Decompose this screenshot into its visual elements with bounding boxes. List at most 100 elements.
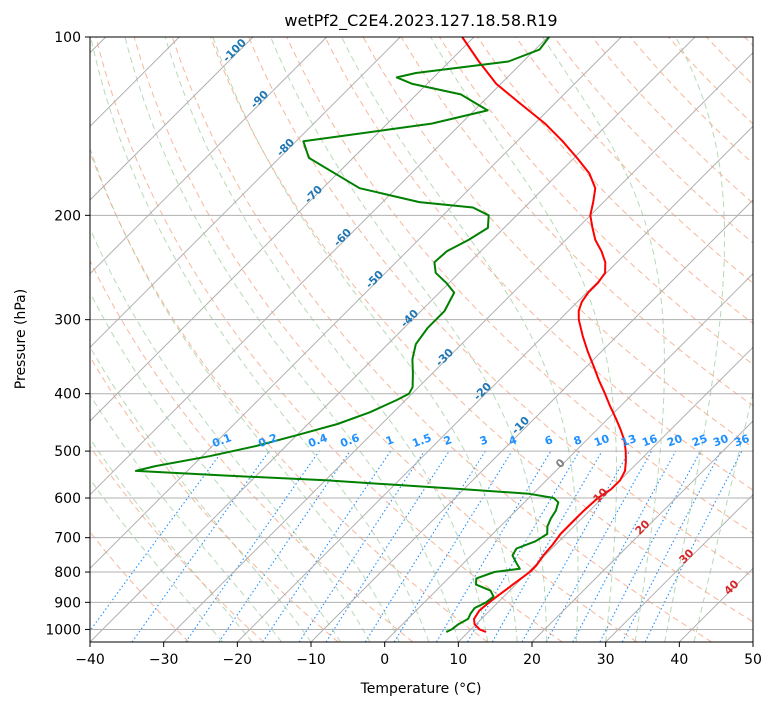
isotherm-line: [236, 125, 753, 642]
mixing-ratio-line: [218, 450, 351, 642]
isotherm-line: [90, 37, 328, 275]
isobar-gridlines: [90, 37, 753, 630]
x-tick-label: 30: [597, 652, 615, 668]
mixing-ratio-line: [90, 450, 223, 632]
y-tick-label: 200: [54, 208, 81, 224]
plot-area: -100-90-80-70-60-50-40-30-20-10010203040…: [90, 37, 753, 642]
dewpoint-line: [134, 37, 560, 633]
isotherm-lines: [90, 37, 753, 642]
moist-adiabat-line: [124, 37, 459, 642]
x-tick-label: −30: [149, 652, 179, 668]
dry-adiabat-line: [324, 37, 753, 491]
mixing-ratio-line: [572, 450, 677, 642]
y-tick-label: 900: [54, 595, 81, 611]
x-tick-label: 40: [670, 652, 688, 668]
y-tick-label: 700: [54, 531, 81, 547]
mixing-ratio-line: [435, 450, 552, 642]
x-tick-label: 10: [449, 652, 467, 668]
y-axis-label: Pressure (hPa): [13, 289, 29, 389]
x-axis: −40 −30 −20 −10 0 10 20 30 40 50: [75, 642, 762, 668]
mixing-ratio-label: 0.4: [306, 431, 329, 450]
y-tick-label: 500: [54, 444, 81, 460]
x-tick-label: 0: [380, 652, 389, 668]
moist-adiabat-line: [90, 394, 282, 642]
mixing-ratio-label: 1: [384, 433, 396, 448]
dry-adiabat-line: [95, 37, 563, 642]
moist-adiabat-line: [90, 437, 253, 642]
mixing-ratio-line: [393, 450, 513, 642]
x-tick-label: −40: [75, 652, 105, 668]
mixing-ratio-line: [185, 450, 320, 642]
mixing-ratio-label: 6: [543, 433, 555, 448]
profile-lines: [134, 37, 627, 633]
isotherm-line: [163, 51, 753, 642]
isotherm-line: [384, 272, 753, 642]
mixing-ratio-label: 10: [592, 432, 611, 450]
chart-title: wetPf2_C2E4.2023.127.18.58.R19: [284, 11, 557, 31]
moist-adiabat-line: [430, 37, 617, 642]
mixing-ratio-label: 16: [640, 432, 659, 450]
mixing-ratio-label: 0.2: [256, 431, 279, 450]
dry-adiabat-line: [90, 445, 264, 642]
isotherm-line: [90, 37, 475, 422]
isotherm-line: [90, 37, 696, 642]
mixing-ratio-label: 4: [507, 433, 519, 448]
dry-adiabat-line: [400, 37, 753, 407]
isotherm-line: [457, 346, 753, 642]
isotherm-line: [605, 493, 753, 642]
mixing-ratio-label: 36: [732, 432, 751, 450]
dry-adiabat-line: [210, 37, 753, 623]
moist-adiabat-line: [341, 37, 579, 642]
moist-adiabat-lines: [90, 37, 753, 642]
mixing-ratio-label: 1.5: [410, 431, 433, 450]
isotherm-line: [90, 37, 549, 496]
mixing-ratio-line: [491, 450, 603, 642]
isotherm-line: [531, 420, 753, 642]
dry-adiabat-line: [133, 37, 638, 642]
mixing-ratio-label: 30: [711, 432, 730, 450]
moist-adiabat-line: [90, 227, 371, 642]
moist-adiabat-line: [90, 478, 223, 642]
moist-adiabat-line: [90, 37, 430, 642]
dry-adiabat-line: [90, 259, 414, 642]
temperature-line: [461, 37, 627, 633]
y-tick-label: 600: [54, 491, 81, 507]
mixing-ratio-label: 3: [478, 433, 490, 448]
mixing-ratio-label: 8: [572, 433, 584, 448]
x-tick-label: 50: [744, 652, 762, 668]
mixing-ratio-label: 20: [665, 432, 684, 450]
dry-adiabat-line: [171, 37, 712, 642]
mixing-ratio-label: 0.6: [338, 431, 361, 450]
plot-frame: [89, 36, 754, 643]
dry-adiabat-line: [515, 37, 753, 284]
y-tick-label: 800: [54, 565, 81, 581]
mixing-ratio-label: 0.1: [210, 431, 233, 450]
x-axis-label: Temperature (°C): [360, 681, 482, 697]
dry-adiabat-line: [477, 37, 753, 325]
mixing-ratio-line: [131, 450, 270, 642]
mixing-ratio-line: [521, 450, 630, 642]
y-tick-label: 400: [54, 387, 81, 403]
mixing-ratio-label: 2: [442, 433, 454, 448]
x-tick-label: −10: [296, 652, 326, 668]
moist-adiabat-line: [90, 291, 341, 642]
moist-adiabat-line: [212, 37, 518, 642]
moist-adiabat-line: [542, 37, 665, 642]
isotherm-line: [90, 37, 254, 201]
mixing-ratio-label: 25: [690, 432, 709, 449]
moist-adiabat-line: [693, 390, 753, 642]
dry-adiabat-line: [591, 37, 753, 204]
isotherm-line: [90, 37, 622, 570]
y-tick-label: 300: [54, 313, 81, 329]
mixing-ratio-line: [364, 450, 486, 642]
moist-adiabat-line: [664, 37, 726, 642]
dry-adiabat-line: [248, 37, 753, 578]
y-tick-label: 1000: [45, 622, 81, 638]
isotherm-line: [90, 37, 401, 349]
moist-adiabat-line: [270, 37, 548, 642]
x-tick-label: −20: [223, 652, 253, 668]
dry-adiabat-line: [629, 37, 753, 165]
mixing-ratio-label: 13: [619, 432, 638, 449]
